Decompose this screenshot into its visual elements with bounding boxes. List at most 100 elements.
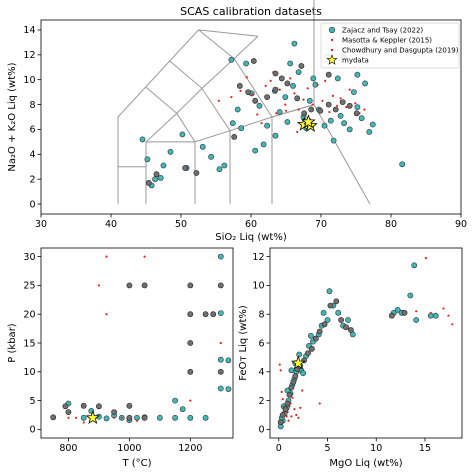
data-point-zajacz-and-tsay-2022	[341, 120, 347, 127]
data-point-zajacz-and-tsay-2022	[199, 143, 206, 150]
tas-field-boundary	[313, 104, 371, 205]
data-point-zajacz-and-tsay-2022	[202, 414, 209, 421]
data-point-chowdhury-and-dasgupta-2019	[217, 282, 224, 289]
data-point-masotta-keppler-2015	[293, 408, 296, 411]
data-point-masotta-keppler-2015	[447, 314, 450, 317]
data-point-chowdhury-and-dasgupta-2019	[308, 106, 315, 113]
data-point-zajacz-and-tsay-2022	[187, 414, 194, 421]
data-point-chowdhury-and-dasgupta-2019	[210, 311, 217, 318]
data-point-chowdhury-and-dasgupta-2019	[126, 282, 133, 289]
data-point-chowdhury-and-dasgupta-2019	[278, 75, 285, 82]
data-point-zajacz-and-tsay-2022	[225, 357, 232, 364]
data-point-mydata	[301, 114, 316, 129]
data-point-zajacz-and-tsay-2022	[354, 104, 361, 110]
data-point-zajacz-and-tsay-2022	[366, 128, 373, 135]
data-point-chowdhury-and-dasgupta-2019	[290, 378, 297, 385]
data-point-chowdhury-and-dasgupta-2019	[333, 298, 340, 305]
data-point-masotta-keppler-2015	[230, 96, 233, 99]
data-point-zajacz-and-tsay-2022	[327, 117, 334, 124]
data-point-masotta-keppler-2015	[219, 341, 222, 345]
data-point-chowdhury-and-dasgupta-2019	[316, 328, 323, 335]
data-point-chowdhury-and-dasgupta-2019	[401, 309, 408, 316]
data-point-chowdhury-and-dasgupta-2019	[250, 58, 257, 64]
data-point-chowdhury-and-dasgupta-2019	[339, 99, 346, 105]
data-point-zajacz-and-tsay-2022	[221, 162, 228, 169]
data-point-zajacz-and-tsay-2022	[288, 367, 295, 374]
data-point-masotta-keppler-2015	[295, 413, 298, 417]
y-tick-label: 12	[252, 252, 264, 263]
tas-xlabel: SiO₂ Liq (wt%)	[215, 232, 287, 243]
data-point-zajacz-and-tsay-2022	[217, 356, 224, 363]
data-point-masotta-keppler-2015	[135, 419, 139, 422]
data-point-masotta-keppler-2015	[451, 323, 454, 326]
data-point-zajacz-and-tsay-2022	[217, 253, 224, 260]
data-point-chowdhury-and-dasgupta-2019	[182, 165, 189, 171]
data-point-zajacz-and-tsay-2022	[291, 40, 298, 47]
data-point-masotta-keppler-2015	[278, 88, 281, 91]
y-tick-label: 15	[23, 338, 35, 349]
data-point-zajacz-and-tsay-2022	[152, 176, 158, 183]
data-point-zajacz-and-tsay-2022	[282, 94, 289, 100]
pt-xlabel: T (°C)	[121, 458, 151, 469]
data-point-masotta-keppler-2015	[316, 83, 319, 86]
data-point-zajacz-and-tsay-2022	[394, 306, 401, 313]
data-point-chowdhury-and-dasgupta-2019	[347, 327, 354, 333]
data-point-chowdhury-and-dasgupta-2019	[62, 403, 69, 410]
x-tick-label: 70	[315, 219, 327, 230]
x-tick-label: 5	[324, 443, 330, 454]
data-point-zajacz-and-tsay-2022	[307, 332, 314, 339]
data-point-masotta-keppler-2015	[287, 419, 290, 422]
data-point-masotta-keppler-2015	[429, 311, 432, 314]
x-tick-label: 10	[370, 443, 382, 454]
data-point-chowdhury-and-dasgupta-2019	[141, 414, 148, 421]
series-chowdhury-and-dasgupta-2019	[145, 58, 360, 186]
data-point-chowdhury-and-dasgupta-2019	[308, 345, 315, 352]
data-point-zajacz-and-tsay-2022	[310, 75, 317, 82]
legend: Zajacz and Tsay (2022) Masotta & Keppler…	[320, 22, 460, 69]
y-tick-label: 30	[23, 252, 35, 263]
data-point-masotta-keppler-2015	[105, 255, 108, 258]
data-point-masotta-keppler-2015	[306, 87, 309, 90]
data-point-masotta-keppler-2015	[291, 396, 294, 399]
x-tick-label: 15	[419, 443, 431, 454]
y-tick-label: 2	[258, 396, 264, 407]
data-point-chowdhury-and-dasgupta-2019	[284, 80, 291, 87]
tas-field-boundary	[271, 104, 315, 118]
data-point-chowdhury-and-dasgupta-2019	[325, 101, 332, 108]
data-point-zajacz-and-tsay-2022	[335, 309, 342, 316]
data-point-chowdhury-and-dasgupta-2019	[187, 340, 194, 346]
data-point-chowdhury-and-dasgupta-2019	[264, 94, 270, 100]
data-point-masotta-keppler-2015	[311, 103, 314, 106]
data-point-chowdhury-and-dasgupta-2019	[343, 324, 349, 331]
data-point-zajacz-and-tsay-2022	[284, 119, 291, 125]
tas-field-boundary	[198, 29, 273, 118]
data-point-masotta-keppler-2015	[278, 363, 281, 366]
data-point-masotta-keppler-2015	[82, 421, 85, 424]
data-point-zajacz-and-tsay-2022	[217, 310, 224, 316]
x-tick-label: 80	[385, 219, 397, 230]
data-point-zajacz-and-tsay-2022	[321, 122, 328, 129]
series-mydata	[290, 355, 306, 370]
mgofeo-plot-area	[270, 248, 462, 438]
legend-marker-mydata	[326, 54, 338, 65]
data-point-zajacz-and-tsay-2022	[260, 141, 267, 148]
data-point-zajacz-and-tsay-2022	[139, 136, 146, 143]
data-point-zajacz-and-tsay-2022	[358, 115, 365, 122]
data-point-masotta-keppler-2015	[143, 255, 146, 258]
data-point-chowdhury-and-dasgupta-2019	[321, 321, 328, 328]
data-point-chowdhury-and-dasgupta-2019	[236, 83, 243, 89]
y-tick-label: 0	[29, 199, 35, 210]
data-point-masotta-keppler-2015	[354, 102, 357, 105]
data-point-zajacz-and-tsay-2022	[256, 102, 263, 109]
data-point-chowdhury-and-dasgupta-2019	[126, 402, 133, 409]
pt-ylabel: P (kbar)	[7, 323, 18, 362]
series-chowdhury-and-dasgupta-2019	[50, 282, 224, 421]
y-tick-label: 0	[258, 425, 264, 436]
data-point-chowdhury-and-dasgupta-2019	[141, 282, 148, 289]
data-point-masotta-keppler-2015	[279, 369, 282, 372]
data-point-masotta-keppler-2015	[285, 415, 288, 418]
data-point-masotta-keppler-2015	[348, 88, 351, 91]
y-tick-label: 25	[23, 281, 35, 292]
data-point-zajacz-and-tsay-2022	[216, 166, 223, 173]
